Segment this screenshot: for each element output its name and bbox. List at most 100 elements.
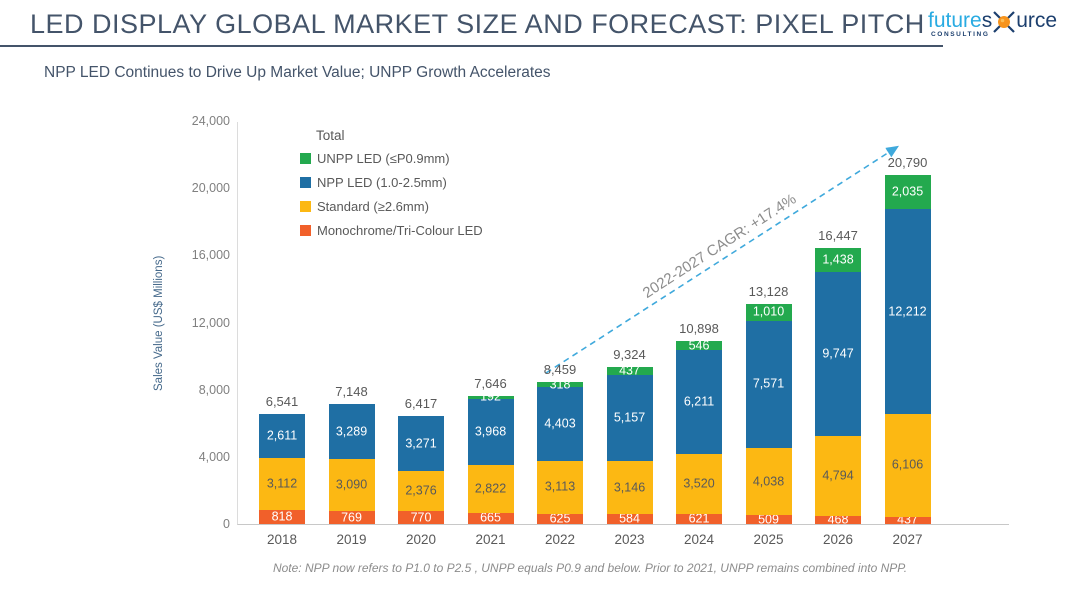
legend-swatch-icon xyxy=(300,201,311,212)
bar-segment: 2,611 xyxy=(259,414,305,459)
bar-segment: 3,112 xyxy=(259,458,305,511)
segment-value-label: 3,113 xyxy=(544,479,576,494)
bar-segment: 546 xyxy=(676,339,722,352)
segment-value-label: 192 xyxy=(480,389,501,404)
y-tick-label: 16,000 xyxy=(191,248,230,263)
subtitle: NPP LED Continues to Drive Up Market Val… xyxy=(44,64,551,81)
legend-title: Total xyxy=(316,128,345,143)
total-value-label: 9,324 xyxy=(613,347,646,363)
legend-swatch-icon xyxy=(300,225,311,236)
segment-value-label: 7,571 xyxy=(752,376,785,391)
segment-value-label: 1,010 xyxy=(752,304,785,319)
total-value-label: 10,898 xyxy=(679,321,719,337)
bar-segment: 192 xyxy=(467,390,514,403)
bar-segment: 437 xyxy=(884,513,931,526)
total-value-label: 7,148 xyxy=(335,383,368,399)
total-value-label: 7,646 xyxy=(474,375,507,391)
bar-segment: 5,157 xyxy=(606,374,653,462)
x-axis-label: 2021 xyxy=(475,532,506,547)
x-axis-label: 2027 xyxy=(892,532,923,547)
bar-segment: 4,794 xyxy=(815,435,861,517)
segment-value-label: 665 xyxy=(480,510,501,525)
bar-segment: 6,106 xyxy=(884,414,931,517)
bar-segment: 665 xyxy=(467,510,514,525)
legend-label: NPP LED (1.0-2.5mm) xyxy=(317,175,447,190)
bar-group-2025: 509 4,038 7,571 1,010 13,128 2025 xyxy=(734,121,804,547)
page-title: LED DISPLAY GLOBAL MARKET SIZE AND FOREC… xyxy=(30,9,925,39)
logo-tagline: CONSULTING xyxy=(931,31,990,38)
legend-label: UNPP LED (≤P0.9mm) xyxy=(317,151,450,166)
legend-label: Monochrome/Tri-Colour LED xyxy=(317,223,483,238)
segment-value-label: 437 xyxy=(619,363,640,378)
bar-group-2021: 665 2,822 3,968 192 7,646 2021 xyxy=(456,121,526,547)
bar-segment: 12,212 xyxy=(884,209,931,415)
bar-segment: 468 xyxy=(815,512,861,527)
logo-text-urce: urce xyxy=(1016,9,1058,32)
total-value-label: 13,128 xyxy=(748,283,789,299)
bar-segment: 437 xyxy=(606,364,653,377)
segment-value-label: 621 xyxy=(688,511,710,526)
bar-segment: 621 xyxy=(676,511,722,526)
x-axis-label: 2025 xyxy=(753,532,784,547)
bar-segment: 2,035 xyxy=(884,174,931,210)
segment-value-label: 468 xyxy=(827,512,849,527)
x-axis-label: 2019 xyxy=(336,532,367,547)
x-axis-label: 2026 xyxy=(822,532,854,547)
segment-value-label: 3,112 xyxy=(266,476,298,491)
bar-segment: 6,211 xyxy=(676,350,722,455)
bar-group-2026: 468 4,794 9,747 1,438 16,447 2026 xyxy=(803,121,873,547)
bar-segment: 3,146 xyxy=(606,461,653,515)
footnote: Note: NPP now refers to P1.0 to P2.5 , U… xyxy=(272,561,908,575)
legend-label: Standard (≥2.6mm) xyxy=(317,199,429,214)
y-tick-label: 24,000 xyxy=(191,114,230,128)
segment-value-label: 1,438 xyxy=(822,252,854,267)
segment-value-label: 4,038 xyxy=(752,474,785,489)
bar-segment: 625 xyxy=(537,512,583,525)
bar-segment: 4,038 xyxy=(745,447,792,516)
bar-group-2027: 437 6,106 12,212 2,035 20,790 2027 xyxy=(873,121,943,547)
segment-value-label: 3,271 xyxy=(405,436,437,451)
legend-item: Monochrome/Tri-Colour LED xyxy=(300,223,483,238)
total-value-label: 16,447 xyxy=(818,227,858,243)
bar-segment: 3,113 xyxy=(537,461,583,514)
legend-swatch-icon xyxy=(300,153,311,164)
segment-value-label: 2,035 xyxy=(891,184,924,199)
bar-segment: 318 xyxy=(537,378,583,391)
x-axis-label: 2023 xyxy=(614,532,645,547)
segment-value-label: 5,157 xyxy=(613,410,646,425)
segment-value-label: 318 xyxy=(549,377,571,392)
segment-value-label: 6,211 xyxy=(683,394,715,409)
segment-value-label: 4,403 xyxy=(544,416,576,431)
segment-value-label: 769 xyxy=(341,510,362,525)
legend: Total UNPP LED (≤P0.9mm) NPP LED (1.0-2.5… xyxy=(300,128,483,247)
logo-text-s: s xyxy=(981,9,993,32)
segment-value-label: 2,822 xyxy=(474,481,507,496)
y-tick-label: 0 xyxy=(223,517,230,531)
bar-segment: 9,747 xyxy=(815,272,861,436)
x-axis-label: 2024 xyxy=(683,532,715,547)
x-axis-label: 2022 xyxy=(544,532,576,547)
total-value-label: 8,459 xyxy=(543,361,577,377)
bar-group-2022: 625 3,113 4,403 318 8,459 2022 xyxy=(525,121,595,547)
segment-value-label: 12,212 xyxy=(888,304,927,319)
segment-value-label: 3,968 xyxy=(474,424,507,439)
bar-segment: 7,571 xyxy=(745,320,792,448)
bar-group-2018: 818 3,112 2,611 6,541 2018 xyxy=(247,121,317,547)
x-axis-label: 2020 xyxy=(405,532,437,547)
legend-item: UNPP LED (≤P0.9mm) xyxy=(300,151,483,166)
segment-value-label: 2,611 xyxy=(266,428,298,443)
bar-segment: 1,010 xyxy=(745,303,792,321)
legend-item: Standard (≥2.6mm) xyxy=(300,199,483,214)
futuresource-logo: future s urce CONSULTING xyxy=(928,6,1076,48)
y-tick-label: 20,000 xyxy=(191,181,230,196)
bar-segment: 770 xyxy=(398,511,444,524)
bar-segment: 2,376 xyxy=(398,471,444,512)
y-tick-label: 4,000 xyxy=(198,449,230,464)
bar-segment: 2,822 xyxy=(467,465,514,513)
bar-segment: 3,090 xyxy=(328,459,375,512)
segment-value-label: 3,146 xyxy=(613,480,646,495)
bar-segment: 1,438 xyxy=(815,247,861,272)
legend-swatch-icon xyxy=(300,177,311,188)
x-axis-label: 2018 xyxy=(266,532,298,547)
